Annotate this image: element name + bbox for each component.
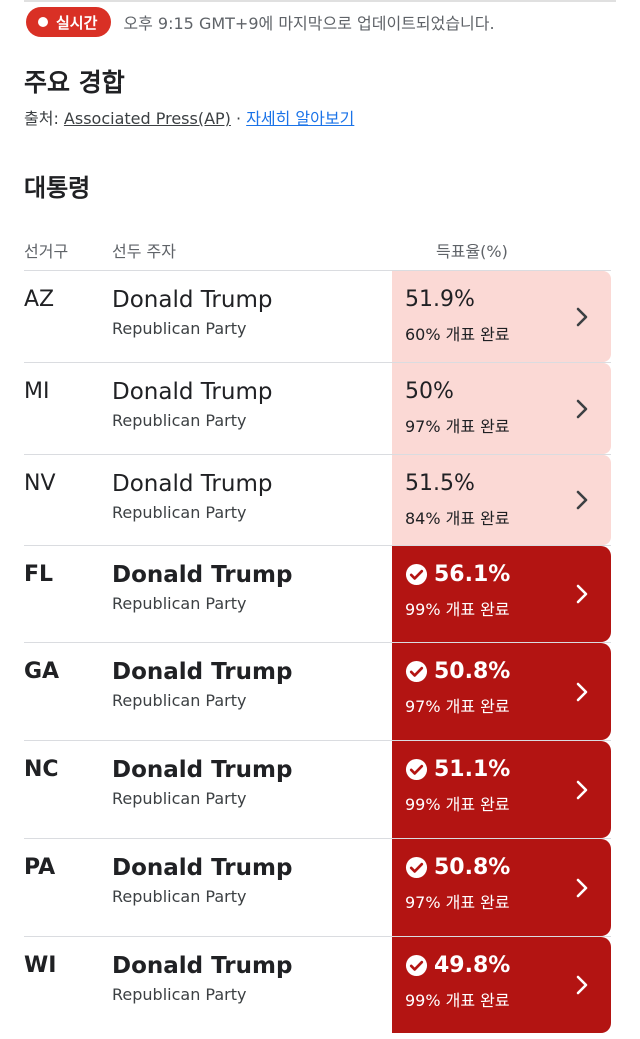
vote-percentage: 51.5%: [405, 471, 475, 496]
candidate-name: Donald Trump: [112, 562, 293, 588]
race-row[interactable]: WI Donald Trump Republican Party 49.8% 99% 개…: [24, 936, 611, 1033]
vote-pct-line: 56.1%: [405, 562, 611, 587]
check-icon: [405, 954, 428, 977]
state-code: MI: [24, 379, 50, 404]
state-code: NC: [24, 757, 59, 782]
chevron-right-icon: [576, 490, 588, 510]
state-code: WI: [24, 953, 57, 978]
race-row[interactable]: NC Donald Trump Republican Party 51.1% 99% 개…: [24, 740, 611, 838]
live-badge: 실시간: [26, 7, 112, 37]
check-icon: [405, 660, 428, 683]
table-header: 선거구 선두 주자 득표율(%): [0, 238, 640, 264]
column-header-leader: 선두 주자: [112, 242, 176, 261]
race-row[interactable]: FL Donald Trump Republican Party 56.1% 99% 개…: [24, 545, 611, 642]
vote-percentage: 49.8%: [434, 953, 511, 978]
state-code: PA: [24, 855, 56, 880]
vote-result-cell[interactable]: 51.5% 84% 개표 완료: [392, 455, 611, 545]
race-row[interactable]: NV Donald Trump Republican Party 51.5% 84% 개…: [24, 454, 611, 545]
candidate-name: Donald Trump: [112, 471, 273, 497]
source-prefix: 출처:: [24, 109, 64, 128]
vote-percentage: 56.1%: [434, 562, 511, 587]
reporting-status: 97% 개표 완료: [405, 893, 510, 912]
last-updated-text: 오후 9:15 GMT+9에 마지막으로 업데이트되었습니다.: [123, 14, 495, 33]
reporting-status: 99% 개표 완료: [405, 795, 510, 814]
top-divider: [24, 0, 616, 2]
party-name: Republican Party: [112, 594, 247, 613]
chevron-right-icon: [576, 975, 588, 995]
source-line: 출처: Associated Press(AP) · 자세히 알아보기: [24, 105, 354, 129]
check-icon: [405, 758, 428, 781]
vote-percentage: 51.9%: [405, 287, 475, 312]
reporting-status: 60% 개표 완료: [405, 325, 510, 344]
race-row[interactable]: AZ Donald Trump Republican Party 51.9% 60% 개…: [24, 270, 611, 362]
candidate-name: Donald Trump: [112, 379, 273, 405]
vote-result-cell[interactable]: 50% 97% 개표 완료: [392, 363, 611, 454]
party-name: Republican Party: [112, 985, 247, 1004]
vote-result-cell[interactable]: 50.8% 97% 개표 완료: [392, 839, 611, 936]
chevron-right-icon: [576, 780, 588, 799]
vote-result-cell[interactable]: 49.8% 99% 개표 완료: [392, 937, 611, 1033]
vote-pct-line: 51.5%: [405, 471, 611, 496]
section-title: 대통령: [24, 174, 91, 202]
chevron-right-icon: [576, 307, 588, 326]
live-badge-label: 실시간: [56, 13, 98, 32]
vote-pct-line: 50.8%: [405, 659, 611, 684]
live-status-bar: 실시간 오후 9:15 GMT+9에 마지막으로 업데이트되었습니다.: [26, 7, 495, 37]
live-dot-icon: [38, 17, 48, 27]
candidate-name: Donald Trump: [112, 287, 273, 313]
chevron-right-icon: [576, 682, 588, 701]
vote-pct-line: 49.8%: [405, 953, 611, 978]
chevron-right-icon: [576, 399, 588, 418]
reporting-status: 99% 개표 완료: [405, 991, 510, 1010]
vote-percentage: 50%: [405, 379, 454, 404]
reporting-status: 97% 개표 완료: [405, 697, 510, 716]
reporting-status: 84% 개표 완료: [405, 509, 510, 528]
vote-result-cell[interactable]: 50.8% 97% 개표 완료: [392, 643, 611, 740]
party-name: Republican Party: [112, 503, 247, 522]
vote-pct-line: 51.9%: [405, 287, 611, 312]
vote-pct-line: 50%: [405, 379, 611, 404]
party-name: Republican Party: [112, 691, 247, 710]
race-row[interactable]: MI Donald Trump Republican Party 50% 97% 개표 …: [24, 362, 611, 454]
state-code: AZ: [24, 287, 55, 312]
column-header-district: 선거구: [24, 242, 69, 261]
vote-pct-line: 50.8%: [405, 855, 611, 880]
party-name: Republican Party: [112, 789, 247, 808]
state-code: NV: [24, 471, 56, 496]
candidate-name: Donald Trump: [112, 659, 293, 685]
results-table: AZ Donald Trump Republican Party 51.9% 60% 개…: [24, 270, 611, 1033]
vote-percentage: 50.8%: [434, 855, 511, 880]
vote-result-cell[interactable]: 51.9% 60% 개표 완료: [392, 271, 611, 362]
state-code: GA: [24, 659, 60, 684]
vote-pct-line: 51.1%: [405, 757, 611, 782]
race-row[interactable]: PA Donald Trump Republican Party 50.8% 97% 개…: [24, 838, 611, 936]
vote-result-cell[interactable]: 56.1% 99% 개표 완료: [392, 546, 611, 642]
candidate-name: Donald Trump: [112, 953, 293, 979]
party-name: Republican Party: [112, 887, 247, 906]
source-separator: ·: [230, 109, 247, 128]
column-header-vote-share: 득표율(%): [436, 242, 508, 261]
state-code: FL: [24, 562, 54, 587]
race-row[interactable]: GA Donald Trump Republican Party 50.8% 97% 개…: [24, 642, 611, 740]
learn-more-link[interactable]: 자세히 알아보기: [246, 109, 355, 128]
candidate-name: Donald Trump: [112, 855, 293, 881]
chevron-right-icon: [576, 878, 588, 897]
source-link[interactable]: Associated Press(AP): [63, 109, 231, 128]
page-title: 주요 경합: [24, 68, 125, 97]
check-icon: [405, 856, 428, 879]
party-name: Republican Party: [112, 319, 247, 338]
chevron-right-icon: [576, 584, 588, 604]
party-name: Republican Party: [112, 411, 247, 430]
vote-percentage: 51.1%: [434, 757, 511, 782]
check-icon: [405, 563, 428, 586]
vote-percentage: 50.8%: [434, 659, 511, 684]
vote-result-cell[interactable]: 51.1% 99% 개표 완료: [392, 741, 611, 838]
candidate-name: Donald Trump: [112, 757, 293, 783]
reporting-status: 99% 개표 완료: [405, 600, 510, 619]
reporting-status: 97% 개표 완료: [405, 417, 510, 436]
